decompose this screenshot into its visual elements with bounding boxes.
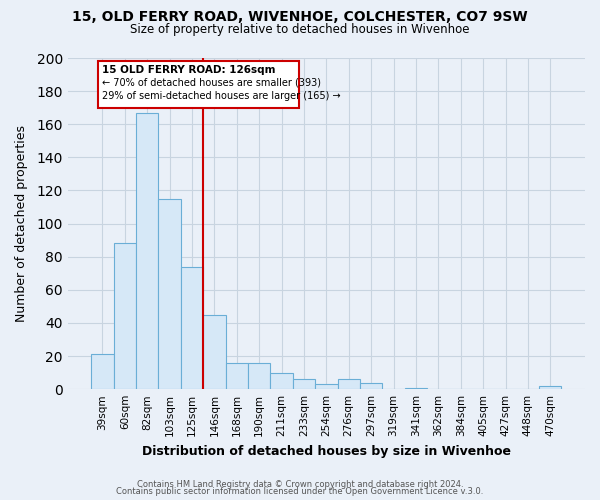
Bar <box>405 388 427 389</box>
Bar <box>113 244 136 389</box>
Bar <box>136 112 158 389</box>
Bar <box>158 199 181 389</box>
Bar <box>181 266 203 389</box>
Text: 15 OLD FERRY ROAD: 126sqm: 15 OLD FERRY ROAD: 126sqm <box>103 64 276 74</box>
Text: ← 70% of detached houses are smaller (393): ← 70% of detached houses are smaller (39… <box>103 78 322 88</box>
Y-axis label: Number of detached properties: Number of detached properties <box>15 125 28 322</box>
Text: Size of property relative to detached houses in Wivenhoe: Size of property relative to detached ho… <box>130 22 470 36</box>
Text: Contains HM Land Registry data © Crown copyright and database right 2024.: Contains HM Land Registry data © Crown c… <box>137 480 463 489</box>
Bar <box>315 384 338 389</box>
Bar <box>248 362 271 389</box>
Bar <box>98 62 299 108</box>
Text: 29% of semi-detached houses are larger (165) →: 29% of semi-detached houses are larger (… <box>103 91 341 101</box>
Text: Contains public sector information licensed under the Open Government Licence v.: Contains public sector information licen… <box>116 488 484 496</box>
Bar <box>360 382 382 389</box>
Bar <box>293 379 315 389</box>
Bar <box>338 379 360 389</box>
X-axis label: Distribution of detached houses by size in Wivenhoe: Distribution of detached houses by size … <box>142 444 511 458</box>
Bar <box>539 386 562 389</box>
Bar <box>91 354 113 389</box>
Bar <box>203 314 226 389</box>
Text: 15, OLD FERRY ROAD, WIVENHOE, COLCHESTER, CO7 9SW: 15, OLD FERRY ROAD, WIVENHOE, COLCHESTER… <box>72 10 528 24</box>
Bar <box>271 372 293 389</box>
Bar <box>226 362 248 389</box>
